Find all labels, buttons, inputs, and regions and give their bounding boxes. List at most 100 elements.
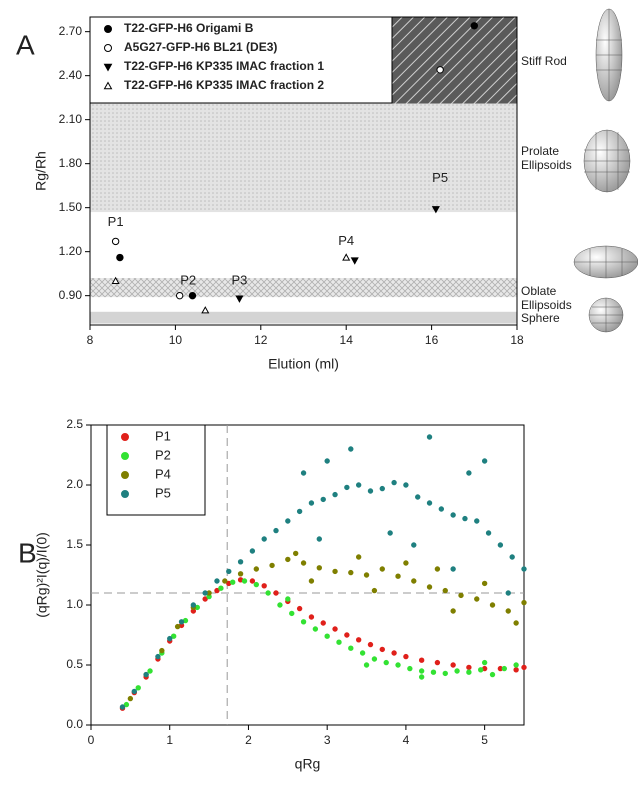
marker (474, 596, 480, 602)
marker (174, 623, 181, 630)
marker (411, 542, 417, 548)
legend-marker (103, 63, 113, 72)
marker (481, 458, 488, 464)
marker (308, 614, 315, 620)
marker (426, 584, 433, 590)
marker (450, 608, 456, 614)
marker (403, 653, 409, 660)
marker (253, 566, 260, 572)
marker (249, 548, 256, 554)
region-band (90, 278, 517, 298)
marker (277, 602, 283, 608)
marker (454, 668, 460, 674)
legend-label: P2 (155, 447, 171, 462)
marker (190, 602, 197, 608)
marker (202, 590, 208, 596)
y-tick-label: 1.5 (66, 537, 83, 551)
marker (489, 671, 496, 678)
marker (418, 657, 425, 663)
y-tick-label: 0.5 (66, 657, 83, 671)
marker (241, 578, 248, 584)
marker (391, 479, 397, 486)
marker (466, 664, 472, 671)
region-band (90, 103, 517, 213)
marker (371, 587, 378, 594)
marker (332, 491, 338, 498)
legend-marker (104, 25, 112, 33)
marker (300, 619, 307, 625)
marker (442, 587, 448, 594)
panel-label: A (16, 29, 35, 60)
marker (350, 257, 359, 265)
region-band (90, 311, 517, 324)
y-tick-label: 2.40 (59, 68, 83, 82)
marker (324, 458, 330, 464)
marker (237, 571, 244, 577)
marker (237, 559, 244, 565)
marker (355, 637, 362, 643)
marker (147, 668, 153, 674)
y-tick-label: 1.50 (59, 200, 83, 214)
marker (214, 587, 220, 594)
marker (300, 560, 307, 566)
marker (344, 632, 350, 638)
legend-label: P1 (155, 428, 171, 443)
x-tick-label: 2 (245, 733, 252, 747)
marker (226, 568, 232, 575)
marker (348, 645, 354, 651)
region-label: Sphere (521, 310, 560, 325)
x-tick-label: 16 (425, 333, 439, 347)
x-tick-label: 14 (340, 333, 354, 347)
marker (312, 626, 319, 632)
marker (418, 668, 425, 674)
x-tick-label: 12 (254, 333, 268, 347)
marker (430, 669, 437, 675)
marker (348, 569, 354, 576)
marker (167, 635, 173, 642)
marker (332, 626, 338, 632)
marker (481, 580, 488, 587)
legend-marker (121, 452, 129, 460)
marker (273, 527, 279, 534)
marker (348, 446, 354, 452)
marker (371, 656, 378, 662)
marker (261, 536, 267, 542)
x-tick-label: 4 (403, 733, 410, 747)
marker (450, 512, 456, 518)
marker (391, 650, 397, 656)
legend-marker (103, 81, 113, 90)
marker (442, 670, 448, 677)
marker (178, 619, 185, 625)
y-tick-label: 0.90 (59, 288, 83, 302)
marker (135, 685, 141, 691)
marker (379, 646, 385, 653)
marker (513, 667, 519, 673)
legend-label: T22-GFP-H6 KP335 IMAC fraction 1 (124, 59, 324, 73)
marker (434, 659, 441, 666)
marker (253, 581, 260, 588)
x-axis-label: qRg (295, 756, 321, 772)
marker (123, 701, 130, 708)
marker (155, 653, 161, 660)
marker (415, 494, 421, 500)
marker (308, 578, 315, 584)
annotation: P1 (108, 214, 124, 229)
marker (296, 605, 303, 612)
marker (407, 665, 413, 672)
region-label: Prolate Ellipsoids (521, 143, 572, 172)
marker (438, 506, 445, 512)
marker (143, 671, 149, 678)
marker (521, 566, 527, 572)
marker (387, 530, 393, 536)
marker (450, 662, 456, 668)
marker (116, 253, 124, 262)
marker (111, 276, 120, 285)
marker (131, 688, 138, 695)
marker (462, 515, 468, 522)
marker (497, 542, 504, 548)
x-tick-label: 18 (510, 333, 524, 347)
plot-frame (90, 424, 525, 726)
marker (201, 306, 210, 314)
panel-label: B (18, 537, 37, 568)
